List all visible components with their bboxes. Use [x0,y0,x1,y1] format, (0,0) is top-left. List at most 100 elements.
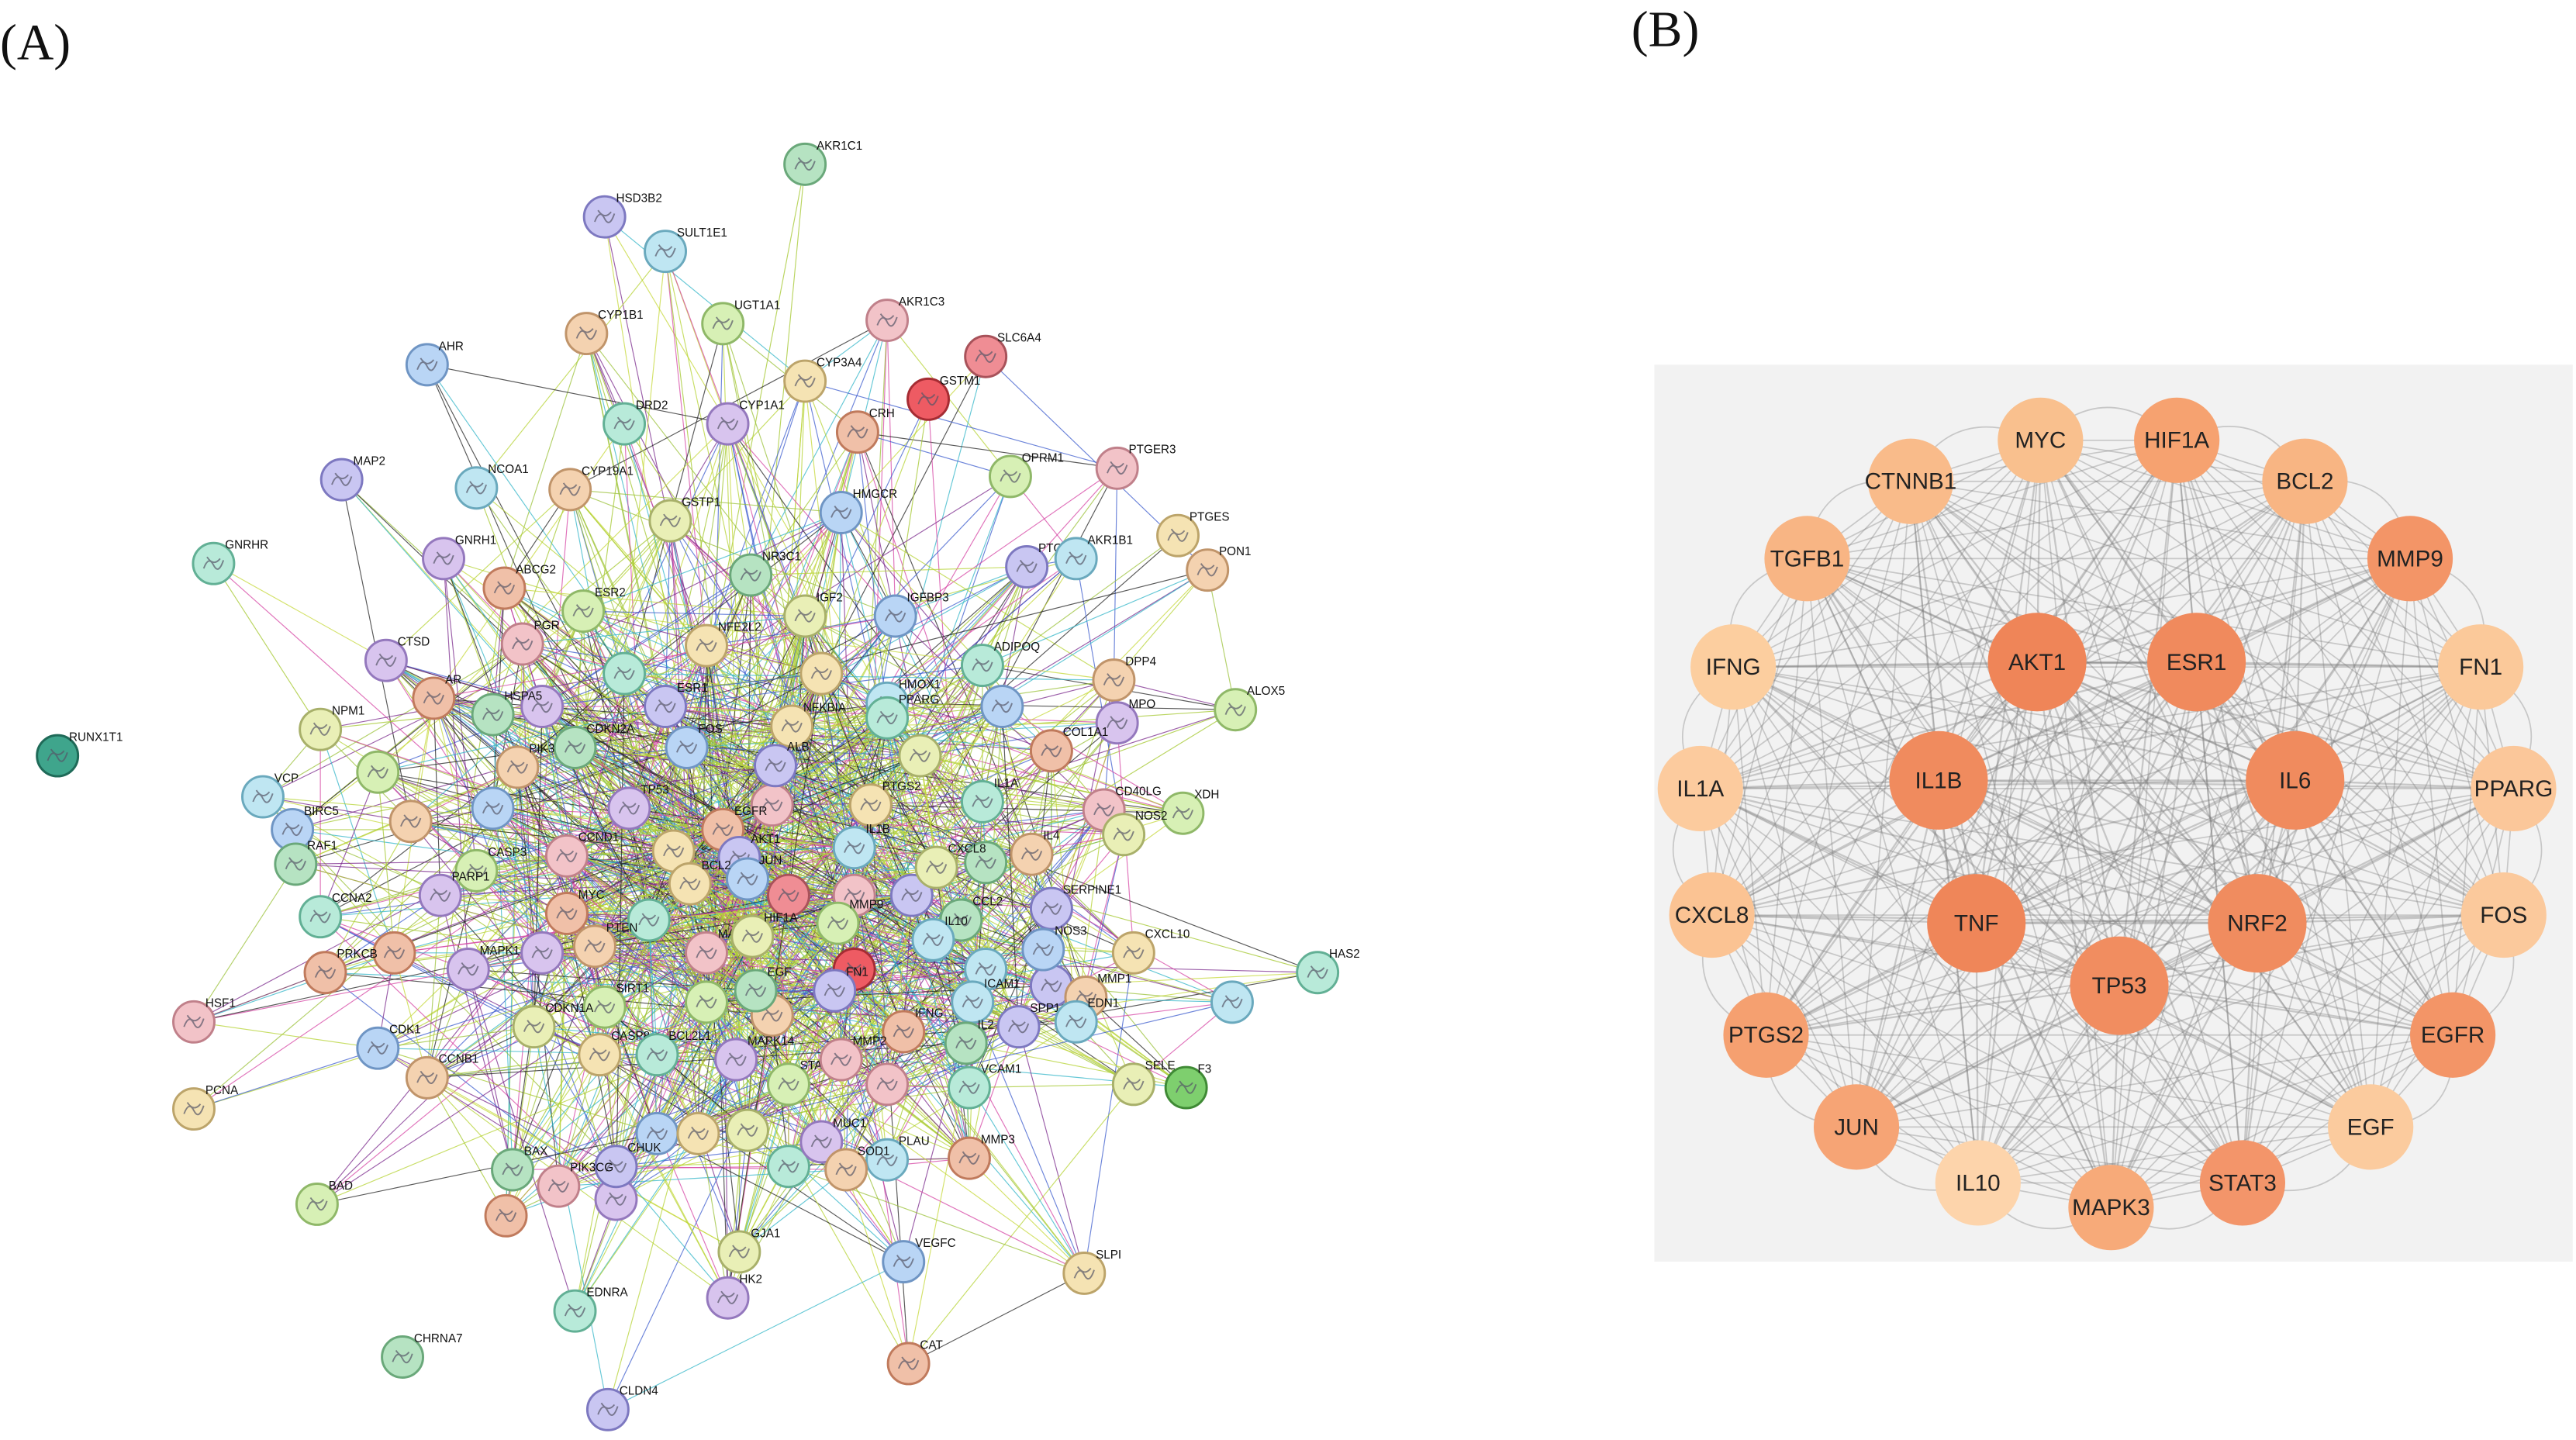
edge [2036,661,2514,790]
protein-node [627,898,671,942]
protein-structure [712,316,734,330]
protein-structure [202,556,225,570]
protein-structure [876,1152,898,1166]
node-label: MAPK14 [748,1034,795,1048]
protein-node [730,914,775,958]
protein-structure [1123,945,1145,959]
edge [319,772,378,917]
edge [1855,780,1940,1127]
node-label: IL1B [1915,768,1962,793]
edge [542,706,776,766]
edge [582,512,841,612]
edge [1732,667,1767,1035]
edge [325,895,441,973]
edge [2039,440,2259,924]
edge [648,920,658,1134]
protein-structure [594,209,616,223]
node-label: NPM1 [332,705,364,718]
edge [2036,661,2112,1208]
protein-node [356,1026,400,1070]
protein-node [544,892,589,935]
edge [857,431,1117,469]
protein-structure [416,357,438,371]
node-label: CXCL8 [948,843,986,856]
protein-node [1092,658,1136,703]
edge [2452,667,2481,1035]
node-label: PON1 [1219,545,1252,558]
protein-structure [958,1151,980,1165]
node-label: IL10 [1956,1170,2001,1196]
node-label: EGF [767,965,791,979]
protein-node [548,468,592,512]
protein-structure [458,962,479,976]
protein-structure [830,1052,852,1066]
node-label: HAS2 [1329,948,1360,961]
edge [1909,481,1940,781]
edge [1938,779,2514,790]
protein-structure [564,1304,586,1317]
edge [1910,481,2243,1183]
edge [657,989,835,1055]
edge [2176,440,2296,781]
edge [2294,780,2372,1127]
edge [604,883,691,1008]
protein-structure [559,482,581,496]
edge [1732,666,2112,1208]
edge [706,1001,1085,1274]
edge [193,1021,378,1049]
node-label: PTGER3 [1128,444,1176,457]
edge [920,755,1183,814]
protein-structure [423,691,444,705]
protein-structure [605,1192,627,1206]
gene-node [2246,730,2345,830]
edge [1976,779,2296,924]
protein-structure [183,1102,205,1116]
edge [1938,779,2258,924]
edge [623,423,658,1134]
protein-structure [893,1255,914,1269]
protein-node [381,1335,425,1379]
protein-structure [794,157,816,171]
node-label: PCNA [205,1084,239,1097]
protein-structure [744,983,767,997]
protein-structure [955,1036,977,1050]
node-label: MMP3 [981,1134,1015,1147]
edge [1700,666,2481,789]
protein-node [948,1065,991,1110]
protein-structure [876,313,898,327]
protein-structure [654,244,676,258]
edge [2294,481,2306,781]
node-label: CD40LG [1116,785,1162,798]
edge [1806,558,1977,924]
protein-node [1029,729,1073,773]
protein-node [783,142,827,186]
edge [750,575,904,1032]
edge [870,804,1124,835]
edge [410,765,776,822]
edge [932,706,1003,941]
node-label: IL1B [866,823,890,836]
edge [1856,661,2198,1128]
protein-node [1186,548,1230,592]
node-label: AKR1C3 [899,295,944,309]
edge [750,575,1134,954]
node-label: AKT1 [2008,650,2066,675]
protein-node [717,1230,761,1274]
protein-structure [281,822,303,837]
protein-node [565,312,609,356]
edge [1806,558,2243,1183]
edge [2242,666,2481,1183]
edge [1732,440,2177,668]
edge [2036,661,2121,986]
edge [1910,480,2481,668]
edge [624,673,888,704]
protein-node [454,466,499,510]
edge [1766,666,2481,1036]
node-label: BCL2 [702,859,731,872]
edge [1856,666,2481,1128]
protein-structure [495,1208,517,1222]
edge [1807,439,2177,560]
edge [750,319,888,575]
edge [385,489,571,661]
edge [325,747,575,973]
